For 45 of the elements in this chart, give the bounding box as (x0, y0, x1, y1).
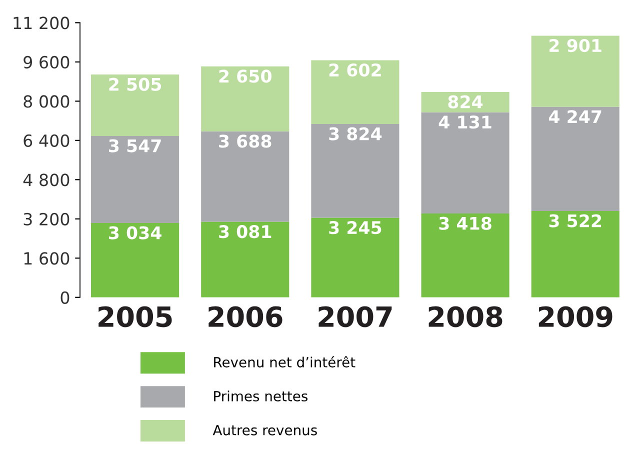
x-tick-label: 2008 (428, 306, 502, 328)
data-label: 2 901 (550, 38, 602, 52)
bar (531, 210, 620, 298)
bar (201, 131, 290, 222)
y-tick-label: 1 600 (24, 252, 70, 265)
bar (201, 222, 290, 298)
data-label: 3 522 (549, 214, 602, 228)
data-label: 2 602 (329, 63, 381, 77)
x-tick-label: 2005 (98, 306, 172, 328)
y-tick-label: 0 (60, 291, 70, 304)
x-tick-label: 2009 (538, 306, 612, 328)
bar (531, 36, 620, 107)
y-tick-label: 11 200 (14, 16, 70, 30)
data-label: 3 547 (109, 139, 161, 152)
data-label: 2 650 (219, 70, 272, 83)
bar (91, 222, 180, 298)
y-tick-label: 6 400 (24, 134, 70, 147)
bar (311, 218, 400, 298)
bar (421, 112, 510, 214)
data-label: 4 131 (438, 115, 492, 129)
bar (421, 214, 510, 298)
data-label: 3 034 (109, 226, 162, 240)
data-label: 3 824 (329, 127, 382, 140)
y-tick-label: 3 200 (24, 212, 70, 226)
x-tick-label: 2007 (318, 306, 392, 328)
bar (311, 60, 400, 124)
y-tick-label: 8 000 (24, 95, 70, 108)
data-label: 824 (448, 95, 483, 108)
data-label: 3 688 (219, 134, 272, 148)
bar (91, 136, 180, 223)
data-label: 3 245 (329, 221, 382, 234)
bar (531, 106, 620, 211)
data-label: 3 081 (219, 225, 272, 238)
bar (311, 124, 400, 218)
data-label: 2 505 (109, 78, 162, 91)
y-tick-label: 9 600 (24, 56, 70, 69)
legend-label: Primes nettes (214, 390, 308, 402)
y-tick-label: 4 800 (23, 174, 70, 186)
bar (91, 74, 180, 136)
data-label: 4 247 (548, 110, 602, 123)
data-label: 3 418 (439, 216, 492, 230)
x-tick-label: 2006 (208, 306, 282, 328)
legend-label: Revenu net d’intérêt (214, 356, 356, 368)
legend-label: Autres revenus (212, 425, 317, 436)
bar (201, 66, 290, 132)
